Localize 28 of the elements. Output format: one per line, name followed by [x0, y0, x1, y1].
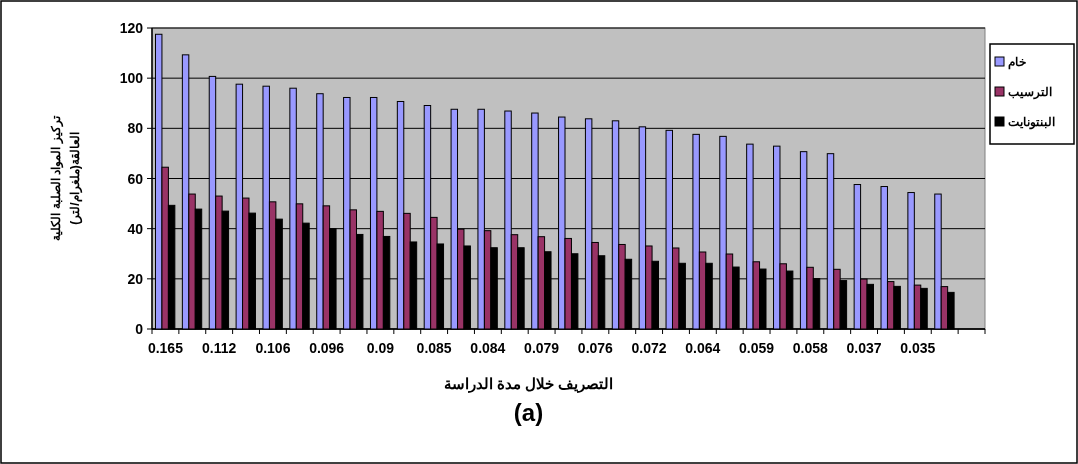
legend-label: الترسيب	[1008, 85, 1052, 100]
x-axis-title: التصريف خلال مدة الدراسة	[443, 375, 614, 393]
x-tick-label: 0.058	[792, 340, 829, 356]
x-tick-label: 0.076	[577, 340, 614, 356]
y-tick-label: 20	[127, 270, 144, 287]
x-tick-label: 0.035	[900, 340, 936, 356]
x-tick-label: 0.084	[470, 340, 506, 356]
y-tick-label: 120	[119, 20, 144, 36]
y-tick-label: 0	[135, 321, 144, 337]
x-tick-label: 0.037	[846, 340, 882, 356]
x-tick-label: 0.064	[685, 340, 721, 356]
text: (a)	[513, 399, 544, 426]
x-tick-label: 0.106	[255, 340, 291, 356]
x-tick-label: 0.059	[739, 340, 775, 356]
y-tick-label: 40	[127, 220, 144, 237]
y-tick-label: 100	[119, 70, 144, 87]
x-tick-label: 0.165	[147, 340, 184, 356]
y-tick-label: 80	[127, 120, 144, 137]
x-tick-label: 0.112	[202, 340, 237, 356]
legend-label: البنتونايت	[1008, 115, 1055, 130]
y-axis-title: تركيز المواد الصلبة الكلية العالقة(ملغرام/لتر)	[49, 115, 83, 241]
legend-label: خام	[1008, 55, 1026, 70]
x-tick-label: 0.079	[524, 340, 560, 356]
y-tick-label: 60	[127, 170, 144, 187]
x-tick-label: 0.085	[416, 340, 452, 356]
x-tick-label: 0.096	[309, 340, 345, 356]
x-tick-label: 0.072	[631, 340, 667, 356]
x-tick-label: 0.09	[366, 340, 395, 356]
